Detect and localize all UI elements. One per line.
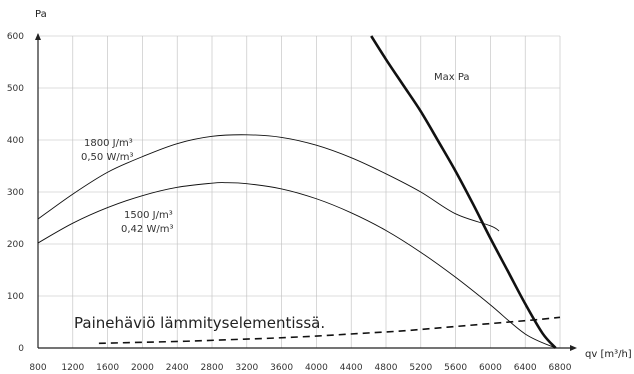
x-axis-label: qv [m³/h] bbox=[585, 349, 632, 360]
axes bbox=[35, 33, 577, 351]
x-tick-label: 3600 bbox=[270, 363, 293, 373]
x-tick-label: 4800 bbox=[375, 363, 398, 373]
x-tick-label: 2000 bbox=[131, 363, 154, 373]
series-max-pa bbox=[370, 35, 557, 349]
y-tick-label: 600 bbox=[7, 32, 24, 42]
y-axis-label: Pa bbox=[35, 9, 47, 20]
annotation-heater: Painehäviö lämmityselementissä. bbox=[74, 314, 325, 332]
x-tick-label: 3200 bbox=[235, 363, 258, 373]
y-tick-labels: 0 100 200 300 400 500 600 bbox=[7, 32, 24, 354]
series-curve-1 bbox=[37, 134, 500, 232]
series-curve-2 bbox=[37, 182, 556, 349]
x-tick-label: 1200 bbox=[61, 363, 84, 373]
y-tick-label: 200 bbox=[7, 240, 24, 250]
y-tick-label: 300 bbox=[7, 188, 24, 198]
x-axis-arrow bbox=[570, 345, 577, 351]
annotation-max-pa: Max Pa bbox=[434, 72, 470, 83]
x-tick-label: 4400 bbox=[340, 363, 363, 373]
x-tick-label: 1600 bbox=[96, 363, 119, 373]
x-tick-label: 4000 bbox=[305, 363, 328, 373]
x-tick-label: 6000 bbox=[479, 363, 502, 373]
annotation-curve1-line1: 1800 J/m³ bbox=[84, 138, 133, 149]
series bbox=[37, 35, 561, 349]
x-tick-label: 5600 bbox=[444, 363, 467, 373]
grid bbox=[37, 35, 561, 349]
x-tick-label: 2400 bbox=[166, 363, 189, 373]
x-tick-labels: 800 1200 1600 2000 2400 2800 3200 3600 4000 4400 4… bbox=[29, 363, 571, 373]
annotation-curve2-line1: 1500 J/m³ bbox=[124, 210, 173, 221]
x-tick-label: 5200 bbox=[409, 363, 432, 373]
x-tick-label: 800 bbox=[29, 363, 46, 373]
y-tick-label: 100 bbox=[7, 292, 24, 302]
annotation-curve1-line2: 0,50 W/m³ bbox=[81, 152, 133, 163]
y-axis-arrow bbox=[35, 33, 41, 40]
x-tick-label: 6800 bbox=[549, 363, 572, 373]
annotation-curve2-line2: 0,42 W/m³ bbox=[121, 224, 173, 235]
y-tick-label: 0 bbox=[18, 344, 24, 354]
y-tick-label: 500 bbox=[7, 84, 24, 94]
x-tick-label: 2800 bbox=[201, 363, 224, 373]
y-tick-label: 400 bbox=[7, 136, 24, 146]
x-tick-label: 6400 bbox=[514, 363, 537, 373]
